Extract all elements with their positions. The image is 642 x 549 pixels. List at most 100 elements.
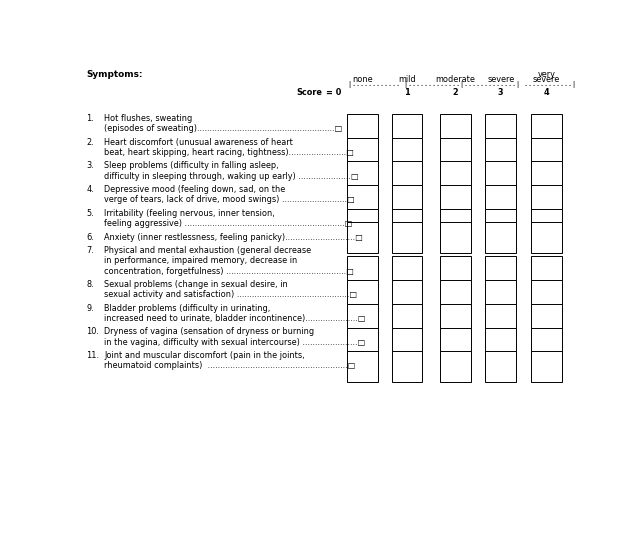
Bar xyxy=(347,256,377,287)
Bar xyxy=(392,222,422,253)
Bar xyxy=(440,280,471,311)
Bar xyxy=(531,161,562,192)
Text: 4.: 4. xyxy=(86,185,94,194)
Bar xyxy=(440,114,471,144)
Bar xyxy=(347,328,377,358)
Text: Anxiety (inner restlessness, feeling panicky)............................□: Anxiety (inner restlessness, feeling pan… xyxy=(104,233,363,242)
Text: 2: 2 xyxy=(453,88,458,97)
Bar xyxy=(392,138,422,168)
Bar xyxy=(440,209,471,239)
Bar xyxy=(392,209,422,239)
Bar xyxy=(440,351,471,382)
Text: beat, heart skipping, heart racing, tightness).......................□: beat, heart skipping, heart racing, tigh… xyxy=(104,148,354,157)
Text: 9.: 9. xyxy=(86,304,94,313)
Text: Hot flushes, sweating: Hot flushes, sweating xyxy=(104,114,193,123)
Text: Dryness of vagina (sensation of dryness or burning: Dryness of vagina (sensation of dryness … xyxy=(104,327,314,337)
Text: 2.: 2. xyxy=(86,138,94,147)
Bar xyxy=(485,304,516,334)
Bar xyxy=(531,304,562,334)
Bar xyxy=(531,138,562,168)
Bar xyxy=(485,114,516,144)
Text: moderate: moderate xyxy=(435,75,475,84)
Text: 1.: 1. xyxy=(86,114,94,123)
Text: severe: severe xyxy=(533,75,560,84)
Bar xyxy=(347,138,377,168)
Bar xyxy=(440,222,471,253)
Text: Joint and muscular discomfort (pain in the joints,: Joint and muscular discomfort (pain in t… xyxy=(104,351,305,360)
Text: feeling aggressive) ............................................................: feeling aggressive) ....................… xyxy=(104,219,352,228)
Text: 11.: 11. xyxy=(86,351,100,360)
Bar xyxy=(485,138,516,168)
Text: Depressive mood (feeling down, sad, on the: Depressive mood (feeling down, sad, on t… xyxy=(104,185,286,194)
Text: Symptoms:: Symptoms: xyxy=(86,70,143,79)
Bar xyxy=(392,185,422,216)
Bar xyxy=(347,209,377,239)
Bar xyxy=(392,304,422,334)
Bar xyxy=(392,351,422,382)
Bar xyxy=(440,304,471,334)
Bar xyxy=(485,351,516,382)
Text: 5.: 5. xyxy=(86,209,94,218)
Bar xyxy=(347,222,377,253)
Bar xyxy=(485,161,516,192)
Bar xyxy=(440,256,471,287)
Text: severe: severe xyxy=(487,75,514,84)
Bar xyxy=(392,280,422,311)
Text: Sexual problems (change in sexual desire, in: Sexual problems (change in sexual desire… xyxy=(104,280,288,289)
Text: Bladder problems (difficulty in urinating,: Bladder problems (difficulty in urinatin… xyxy=(104,304,270,313)
Text: |............ |.............|.............| ............|: |............ |.............|...........… xyxy=(349,81,577,88)
Bar xyxy=(347,351,377,382)
Text: 3: 3 xyxy=(498,88,503,97)
Bar xyxy=(440,138,471,168)
Bar xyxy=(347,161,377,192)
Bar xyxy=(485,222,516,253)
Text: in the vagina, difficulty with sexual intercourse) ......................□: in the vagina, difficulty with sexual in… xyxy=(104,338,365,347)
Bar xyxy=(440,328,471,358)
Text: 7.: 7. xyxy=(86,246,94,255)
Text: increased need to urinate, bladder incontinence).....................□: increased need to urinate, bladder incon… xyxy=(104,314,365,323)
Text: none: none xyxy=(352,75,372,84)
Bar xyxy=(347,304,377,334)
Text: 8.: 8. xyxy=(86,280,94,289)
Text: = 0: = 0 xyxy=(326,88,342,97)
Text: rheumatoid complaints)  ........................................................: rheumatoid complaints) .................… xyxy=(104,361,356,371)
Text: 6.: 6. xyxy=(86,233,94,242)
Text: 1: 1 xyxy=(404,88,410,97)
Text: Score: Score xyxy=(297,88,322,97)
Text: Sleep problems (difficulty in falling asleep,: Sleep problems (difficulty in falling as… xyxy=(104,161,279,170)
Text: very: very xyxy=(537,70,555,79)
Text: Heart discomfort (unusual awareness of heart: Heart discomfort (unusual awareness of h… xyxy=(104,138,293,147)
Text: 3.: 3. xyxy=(86,161,94,170)
Bar xyxy=(485,328,516,358)
Bar xyxy=(531,256,562,287)
Bar xyxy=(485,209,516,239)
Bar xyxy=(347,185,377,216)
Bar xyxy=(392,114,422,144)
Text: Irritability (feeling nervous, inner tension,: Irritability (feeling nervous, inner ten… xyxy=(104,209,275,218)
Bar xyxy=(531,209,562,239)
Bar xyxy=(485,280,516,311)
Bar xyxy=(485,256,516,287)
Bar xyxy=(531,280,562,311)
Bar xyxy=(531,328,562,358)
Text: (episodes of sweating).......................................................□: (episodes of sweating)..................… xyxy=(104,124,342,133)
Text: mild: mild xyxy=(398,75,416,84)
Bar xyxy=(531,114,562,144)
Bar xyxy=(440,185,471,216)
Text: concentration, forgetfulness) ................................................□: concentration, forgetfulness) ..........… xyxy=(104,267,354,276)
Bar xyxy=(440,161,471,192)
Bar xyxy=(531,185,562,216)
Bar xyxy=(347,114,377,144)
Bar xyxy=(392,256,422,287)
Text: sexual activity and satisfaction) .............................................□: sexual activity and satisfaction) ......… xyxy=(104,290,357,299)
Text: verge of tears, lack of drive, mood swings) ..........................□: verge of tears, lack of drive, mood swin… xyxy=(104,195,355,204)
Bar xyxy=(392,161,422,192)
Bar xyxy=(392,328,422,358)
Text: in performance, impaired memory, decrease in: in performance, impaired memory, decreas… xyxy=(104,256,297,265)
Text: 4: 4 xyxy=(544,88,550,97)
Text: Physical and mental exhaustion (general decrease: Physical and mental exhaustion (general … xyxy=(104,246,311,255)
Bar xyxy=(485,185,516,216)
Text: 10.: 10. xyxy=(86,327,99,337)
Bar xyxy=(347,280,377,311)
Text: difficulty in sleeping through, waking up early) .....................□: difficulty in sleeping through, waking u… xyxy=(104,172,359,181)
